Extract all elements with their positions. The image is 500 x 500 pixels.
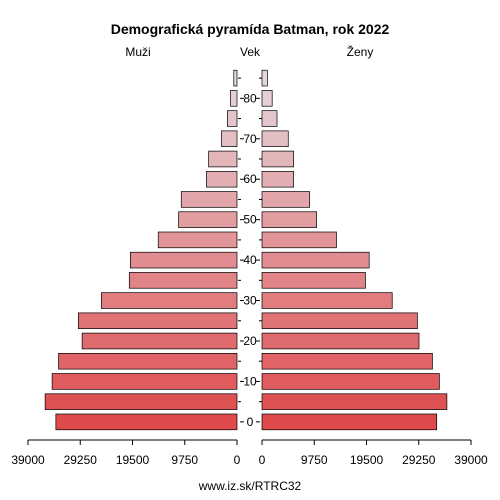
female-bar-50-54 [261, 211, 318, 228]
male-label: Muži [125, 45, 150, 59]
male-bar-55-59 [180, 191, 238, 208]
female-x-tick-label-29250: 29250 [402, 453, 436, 467]
axes-group: 0 10 20 30 40 50 60 70 80 39000 29250 19500 9750 0 0 97… [11, 77, 488, 467]
male-x-tick-label-39000: 39000 [11, 453, 45, 467]
female-bar-75-79 [261, 110, 278, 127]
female-bar-0-4 [261, 413, 438, 431]
female-bar-60-64 [261, 170, 294, 188]
female-bar-85+ [261, 69, 268, 87]
age-label: Vek [240, 45, 261, 59]
female-bar-5-9 [261, 393, 448, 410]
age-tick-label-70: 70 [243, 132, 257, 146]
male-bar-70-74 [221, 130, 238, 148]
female-bar-10-14 [261, 373, 440, 390]
age-tick-label-40: 40 [243, 253, 257, 267]
female-bar-70-74 [261, 130, 289, 148]
age-tick-label-80: 80 [243, 91, 257, 105]
male-x-tick-label-29250: 29250 [64, 453, 98, 467]
female-label: Ženy [347, 44, 374, 59]
female-bar-35-39 [261, 272, 366, 289]
age-tick-label-30: 30 [243, 294, 257, 308]
female-bar-65-69 [261, 150, 294, 168]
male-bar-50-54 [178, 211, 238, 228]
female-bar-25-29 [261, 312, 418, 330]
female-bar-15-19 [261, 352, 433, 370]
age-tick-label-10: 10 [243, 374, 257, 388]
male-bar-10-14 [51, 373, 238, 390]
chart-title: Demografická pyramída Batman, rok 2022 [111, 21, 390, 37]
female-x-tick-label-19500: 19500 [350, 453, 384, 467]
male-bar-30-34 [101, 292, 238, 309]
age-tick-label-20: 20 [243, 334, 257, 348]
male-bar-25-29 [78, 312, 238, 330]
source-footer: www.iz.sk/RTRC32 [198, 479, 302, 493]
male-bar-35-39 [128, 272, 238, 289]
female-bar-40-44 [261, 251, 370, 269]
female-x-tick-label-39000: 39000 [454, 453, 488, 467]
male-bar-65-69 [208, 150, 238, 168]
female-bar-30-34 [261, 292, 393, 309]
male-bar-60-64 [206, 170, 238, 188]
female-x-tick-label-0: 0 [259, 453, 266, 467]
male-x-tick-label-9750: 9750 [171, 453, 198, 467]
male-bar-75-79 [227, 110, 238, 127]
female-bar-20-24 [261, 332, 420, 350]
male-bar-85+ [233, 69, 238, 87]
age-tick-label-60: 60 [243, 172, 257, 186]
male-bar-45-49 [157, 231, 238, 249]
male-bar-20-24 [81, 332, 238, 350]
male-x-tick-label-0: 0 [234, 453, 241, 467]
age-tick-label-50: 50 [243, 213, 257, 227]
male-bar-15-19 [58, 352, 238, 370]
age-tick-label-0: 0 [247, 415, 254, 429]
male-bar-5-9 [44, 393, 238, 410]
male-x-tick-label-19500: 19500 [116, 453, 150, 467]
female-bar-80-84 [261, 90, 273, 107]
male-bar-80-84 [230, 90, 238, 107]
male-bar-0-4 [55, 413, 238, 431]
female-bar-45-49 [261, 231, 337, 249]
male-bar-40-44 [130, 251, 238, 269]
female-x-tick-label-9750: 9750 [301, 453, 328, 467]
female-bar-55-59 [261, 191, 311, 208]
